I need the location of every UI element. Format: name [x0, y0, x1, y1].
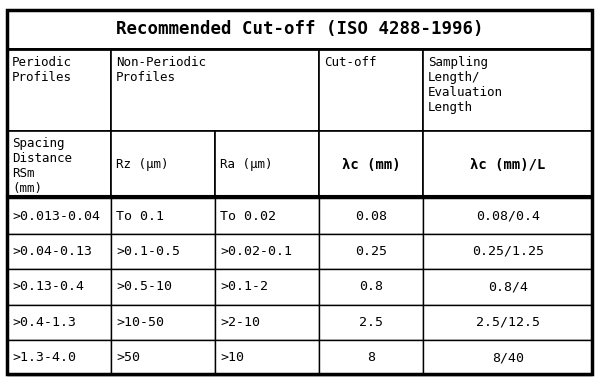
Text: >0.1-2: >0.1-2: [220, 280, 268, 293]
Text: Rz (μm): Rz (μm): [116, 158, 168, 171]
Bar: [111, 340, 215, 375]
Bar: [7, 304, 111, 340]
Text: Ra (μm): Ra (μm): [220, 158, 273, 171]
Text: λc (mm): λc (mm): [342, 158, 401, 172]
Bar: [215, 131, 319, 199]
Bar: [423, 269, 592, 304]
Text: >50: >50: [116, 351, 140, 364]
Bar: [319, 199, 423, 234]
Bar: [111, 234, 215, 269]
Text: >0.013-0.04: >0.013-0.04: [12, 210, 100, 223]
Text: Periodic
Profiles: Periodic Profiles: [12, 56, 72, 84]
Bar: [319, 131, 423, 199]
Text: λc (mm)/L: λc (mm)/L: [470, 158, 545, 172]
Text: 8/40: 8/40: [492, 351, 524, 364]
Bar: [319, 340, 423, 375]
Text: 0.08: 0.08: [355, 210, 388, 223]
Bar: [7, 340, 111, 375]
Bar: [7, 10, 592, 49]
Text: >0.13-0.4: >0.13-0.4: [12, 280, 84, 293]
Text: >1.3-4.0: >1.3-4.0: [12, 351, 76, 364]
Bar: [319, 304, 423, 340]
Text: To 0.02: To 0.02: [220, 210, 276, 223]
Text: 0.8/4: 0.8/4: [488, 280, 528, 293]
Bar: [215, 199, 319, 234]
Bar: [423, 199, 592, 234]
Bar: [7, 131, 111, 199]
Text: 0.25/1.25: 0.25/1.25: [471, 245, 544, 258]
Text: >0.1-0.5: >0.1-0.5: [116, 245, 180, 258]
Text: Non-Periodic
Profiles: Non-Periodic Profiles: [116, 56, 206, 84]
Bar: [215, 234, 319, 269]
Bar: [215, 269, 319, 304]
Bar: [319, 49, 423, 131]
Bar: [423, 131, 592, 199]
Text: >0.5-10: >0.5-10: [116, 280, 172, 293]
Bar: [7, 199, 111, 234]
Bar: [215, 340, 319, 375]
Bar: [319, 234, 423, 269]
Text: >0.4-1.3: >0.4-1.3: [12, 316, 76, 329]
Bar: [215, 304, 319, 340]
Text: Spacing
Distance
RSm
(mm): Spacing Distance RSm (mm): [12, 137, 72, 195]
Bar: [423, 340, 592, 375]
Text: >0.04-0.13: >0.04-0.13: [12, 245, 92, 258]
Text: >10-50: >10-50: [116, 316, 164, 329]
Bar: [7, 234, 111, 269]
Bar: [423, 234, 592, 269]
Text: 0.25: 0.25: [355, 245, 388, 258]
Text: >2-10: >2-10: [220, 316, 260, 329]
Text: Sampling
Length/
Evaluation
Length: Sampling Length/ Evaluation Length: [428, 56, 503, 114]
Bar: [111, 199, 215, 234]
Bar: [111, 131, 215, 199]
Text: Cut-off: Cut-off: [324, 56, 377, 69]
Text: To 0.1: To 0.1: [116, 210, 164, 223]
Bar: [7, 269, 111, 304]
Bar: [423, 49, 592, 131]
Bar: [111, 269, 215, 304]
Bar: [111, 304, 215, 340]
Bar: [423, 304, 592, 340]
Text: 8: 8: [367, 351, 376, 364]
Text: 2.5/12.5: 2.5/12.5: [476, 316, 540, 329]
Bar: [7, 49, 111, 131]
Text: >0.02-0.1: >0.02-0.1: [220, 245, 292, 258]
Text: Recommended Cut-off (ISO 4288-1996): Recommended Cut-off (ISO 4288-1996): [116, 20, 483, 38]
Text: 0.8: 0.8: [359, 280, 383, 293]
Text: 2.5: 2.5: [359, 316, 383, 329]
Text: 0.08/0.4: 0.08/0.4: [476, 210, 540, 223]
Text: >10: >10: [220, 351, 244, 364]
Bar: [111, 49, 319, 131]
Bar: [319, 269, 423, 304]
